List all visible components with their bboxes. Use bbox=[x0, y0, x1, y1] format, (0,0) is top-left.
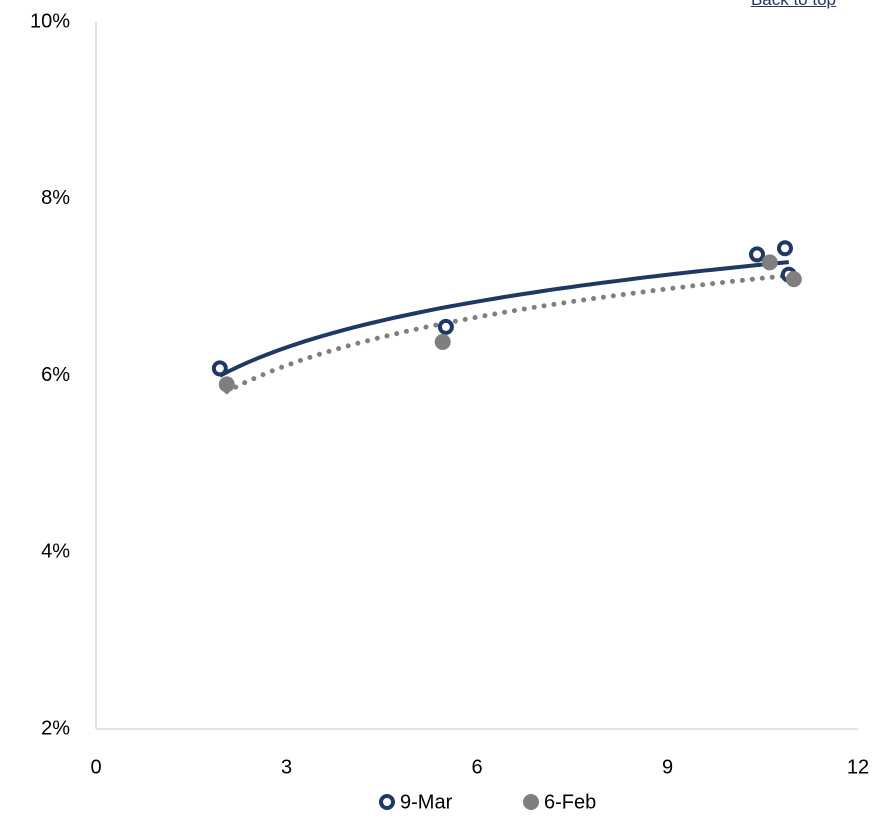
y-tick-label: 4% bbox=[41, 541, 70, 563]
legend-marker bbox=[379, 794, 395, 810]
y-tick-label: 8% bbox=[41, 187, 70, 209]
point bbox=[776, 240, 793, 257]
x-tick-label: 0 bbox=[90, 756, 101, 778]
legend-label: 9-Mar bbox=[400, 791, 453, 813]
y-tick-label: 6% bbox=[41, 364, 70, 386]
point bbox=[761, 254, 778, 271]
legend-marker bbox=[523, 794, 539, 810]
x-tick-label: 9 bbox=[662, 756, 673, 778]
legend-label: 6-Feb bbox=[544, 791, 596, 813]
y-tick-label: 2% bbox=[41, 717, 70, 739]
trendline bbox=[224, 272, 797, 395]
y-tick-label: 10% bbox=[30, 10, 70, 32]
point bbox=[434, 333, 451, 350]
trendline bbox=[218, 260, 789, 378]
x-tick-label: 12 bbox=[847, 756, 869, 778]
x-tick-label: 6 bbox=[471, 756, 482, 778]
point bbox=[785, 271, 802, 288]
point bbox=[437, 318, 454, 335]
point bbox=[749, 246, 766, 263]
back-to-top-link[interactable]: Back to top bbox=[751, 0, 836, 10]
x-tick-label: 3 bbox=[281, 756, 292, 778]
point bbox=[218, 376, 235, 393]
point bbox=[211, 360, 228, 377]
